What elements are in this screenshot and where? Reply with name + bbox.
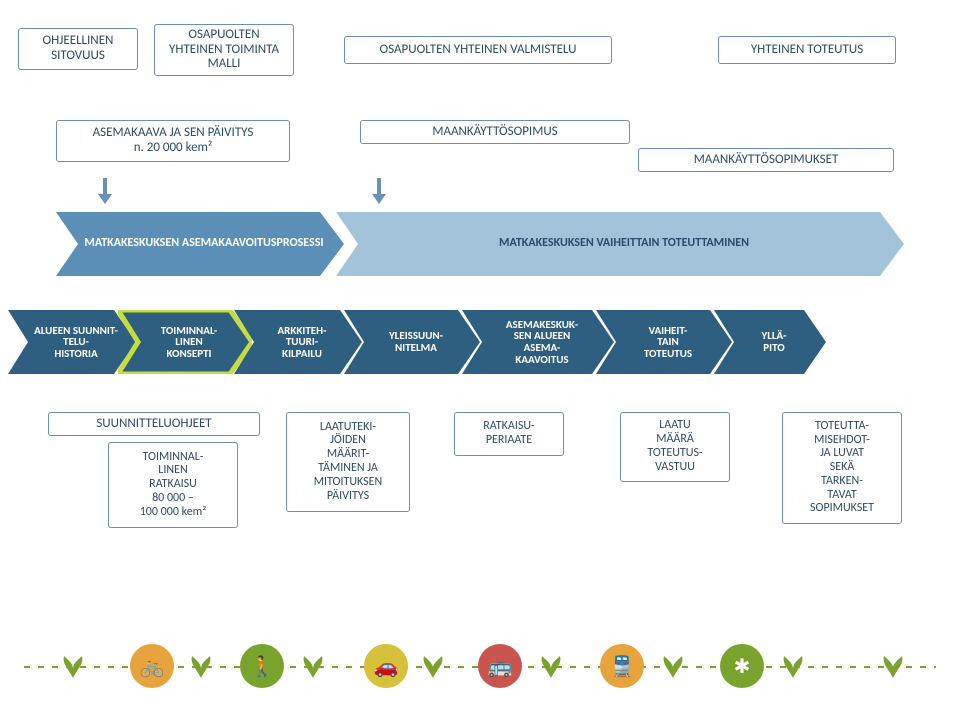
row5-ratkaisu: TOIMINNAL- LINEN RATKAISU 80 000 – 100 0… xyxy=(108,442,238,528)
chev-0: ALUEEN SUUNNIT- TELU- HISTORIA xyxy=(8,310,136,374)
row2-sopimus: MAANKÄYTTÖSOPIMUS xyxy=(360,120,630,144)
process-left: MATKAKESKUKSEN ASEMAKAAVOITUSPROSESSI xyxy=(56,212,344,276)
row2-asemakaava: ASEMAKAAVA JA SEN PÄIVITYS n. 20 000 kem… xyxy=(56,120,290,162)
chev-1: TOIMINNAL- LINEN KONSEPTI xyxy=(118,310,252,374)
row2-asemakaava-l2: n. 20 000 kem² xyxy=(134,141,213,156)
leaf-0 xyxy=(60,650,86,678)
walk-icon: 🚶 xyxy=(240,644,284,688)
r5b3: RATKAISU xyxy=(149,478,197,492)
leaf-7 xyxy=(880,650,906,678)
r5b5: 100 000 kem² xyxy=(140,506,207,520)
down-arrow-1 xyxy=(98,178,112,204)
leaf-3 xyxy=(420,650,446,678)
r5b1: TOIMINNAL- xyxy=(143,451,204,465)
r5b2: LINEN xyxy=(158,464,187,478)
chev-0-label: ALUEEN SUUNNIT- TELU- HISTORIA xyxy=(8,310,136,374)
train-icon: 🚆 xyxy=(600,644,644,688)
row5-periaate: RATKAISU- PERIAATE xyxy=(454,412,564,456)
bike-icon: 🚲 xyxy=(130,644,174,688)
leaf-5 xyxy=(660,650,686,678)
chev-6: YLLÄ- PITO xyxy=(714,310,826,374)
down-arrow-2 xyxy=(372,178,386,204)
row5-vastuu: LAATU MÄÄRÄ TOTEUTUS- VASTUU xyxy=(620,412,730,482)
bus-icon: 🚌 xyxy=(478,644,522,688)
globe-icon: ✱ xyxy=(720,644,764,688)
chev-4-label: ASEMAKESKUK- SEN ALUEEN ASEMA- KAAVOITUS xyxy=(462,310,614,374)
process-left-label: MATKAKESKUKSEN ASEMAKAAVOITUSPROSESSI xyxy=(56,212,344,276)
row5-ohjeet: SUUNNITTELUOHJEET xyxy=(48,412,260,436)
row1-valmistelu: OSAPUOLTEN YHTEINEN VALMISTELU xyxy=(344,36,612,64)
row1-ohjeellinen: OHJEELLINEN SITOVUUS xyxy=(18,28,138,70)
r5b4: 80 000 – xyxy=(152,492,194,506)
chev-6-label: YLLÄ- PITO xyxy=(714,310,826,374)
chev-4: ASEMAKESKUK- SEN ALUEEN ASEMA- KAAVOITUS xyxy=(462,310,614,374)
row5-ehdot: TOTEUTTA- MISEHDOT- JA LUVAT SEKÄ TARKEN… xyxy=(782,412,902,524)
footer: 🚲 🚶 🚗 🚌 🚆 ✱ xyxy=(0,598,960,718)
row2-asemakaava-l1: ASEMAKAAVA JA SEN PÄIVITYS xyxy=(93,126,254,141)
chev-2-label: ARKKITEH- TUURI- KILPAILU xyxy=(234,310,362,374)
leaf-2 xyxy=(300,650,326,678)
process-right: MATKAKESKUKSEN VAIHEITTAIN TOTEUTTAMINEN xyxy=(336,212,904,276)
chev-3: YLEISSUUN- NITELMA xyxy=(344,310,480,374)
leaf-1 xyxy=(188,650,214,678)
row1-toteutus: YHTEINEN TOTEUTUS xyxy=(718,36,896,64)
chev-1-label: TOIMINNAL- LINEN KONSEPTI xyxy=(118,310,252,374)
chev-3-label: YLEISSUUN- NITELMA xyxy=(344,310,480,374)
leaf-6 xyxy=(780,650,806,678)
process-right-label: MATKAKESKUKSEN VAIHEITTAIN TOTEUTTAMINEN xyxy=(336,212,904,276)
chev-5: VAIHEIT- TAIN TOTEUTUS xyxy=(596,310,732,374)
chev-5-label: VAIHEIT- TAIN TOTEUTUS xyxy=(596,310,732,374)
car-icon: 🚗 xyxy=(364,644,408,688)
row5-laatutekijat: LAATUTEKI- JÖIDEN MÄÄRIT- TÄMINEN JA MIT… xyxy=(286,412,410,512)
row2-sopimukset: MAANKÄYTTÖSOPIMUKSET xyxy=(638,148,894,172)
chev-2: ARKKITEH- TUURI- KILPAILU xyxy=(234,310,362,374)
row1-toimintamalli: OSAPUOLTEN YHTEINEN TOIMINTA MALLI xyxy=(154,24,294,76)
leaf-4 xyxy=(538,650,564,678)
